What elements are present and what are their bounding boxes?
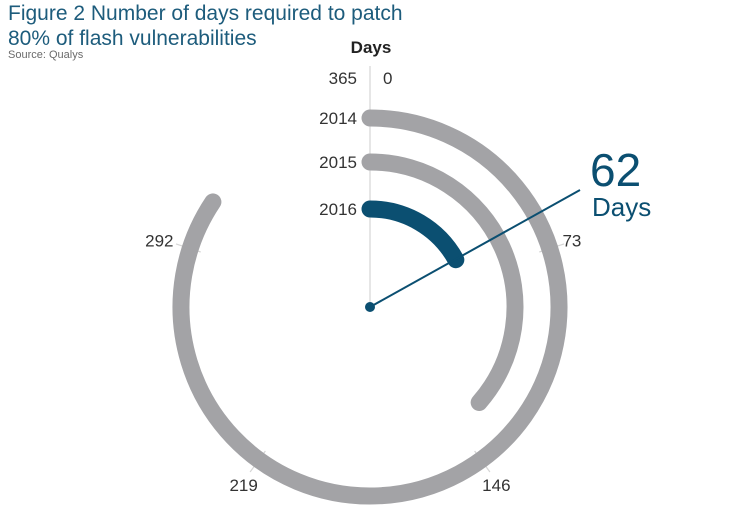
callout-unit: Days — [592, 192, 651, 222]
category-label: 2016 — [319, 200, 357, 219]
category-label: 2014 — [319, 109, 357, 128]
bar-2016 — [361, 200, 465, 269]
callout-value: 62 — [590, 144, 641, 196]
chart-title: Figure 2 Number of days required to patc… — [8, 1, 403, 51]
bars-layer — [172, 109, 568, 505]
tick-label: 146 — [482, 476, 510, 495]
bar-2015 — [361, 153, 524, 411]
chart-source: Source: Qualys — [8, 49, 84, 61]
tick-label: 219 — [229, 476, 257, 495]
category-label: 2015 — [319, 153, 357, 172]
bar-2014 — [172, 109, 568, 505]
tick-label: 292 — [145, 232, 173, 251]
callout-line — [369, 189, 581, 308]
tick-label: 365 — [329, 69, 357, 88]
tick-label: 0 — [383, 69, 392, 88]
tick-label: 73 — [562, 232, 581, 251]
chart-title-line-2: 80% of flash vulnerabilities — [8, 27, 257, 50]
axis-title: Days — [351, 38, 392, 57]
labels-layer: 2014 2015 2016 Days 0 73 146 219 292 365 — [145, 38, 581, 495]
chart-title-line-1: Figure 2 Number of days required to patc… — [8, 2, 403, 25]
center-dot — [365, 302, 375, 312]
